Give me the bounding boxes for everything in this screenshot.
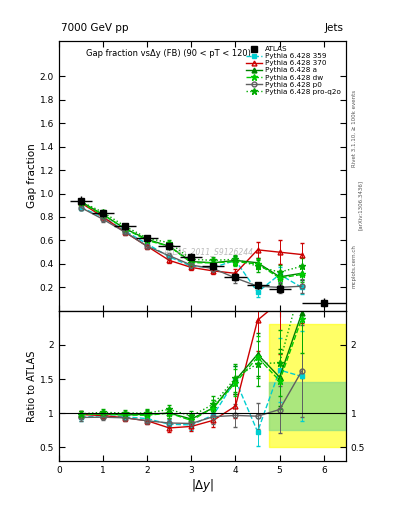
Text: Rivet 3.1.10, ≥ 100k events: Rivet 3.1.10, ≥ 100k events <box>352 90 357 166</box>
Text: mcplots.cern.ch: mcplots.cern.ch <box>352 244 357 288</box>
Text: 7000 GeV pp: 7000 GeV pp <box>61 23 129 33</box>
Y-axis label: Gap fraction: Gap fraction <box>27 143 37 208</box>
X-axis label: $|\Delta y|$: $|\Delta y|$ <box>191 477 214 495</box>
Text: Jets: Jets <box>325 23 344 33</box>
Y-axis label: Ratio to ATLAS: Ratio to ATLAS <box>27 350 37 421</box>
Text: ATLAS_2011_S9126244: ATLAS_2011_S9126244 <box>163 247 253 256</box>
Text: [arXiv:1306.3436]: [arXiv:1306.3436] <box>358 180 363 230</box>
Text: Gap fraction vsΔy (FB) (90 < pT < 120): Gap fraction vsΔy (FB) (90 < pT < 120) <box>86 49 250 58</box>
Legend: ATLAS, Pythia 6.428 359, Pythia 6.428 370, Pythia 6.428 a, Pythia 6.428 dw, Pyth: ATLAS, Pythia 6.428 359, Pythia 6.428 37… <box>245 45 342 96</box>
